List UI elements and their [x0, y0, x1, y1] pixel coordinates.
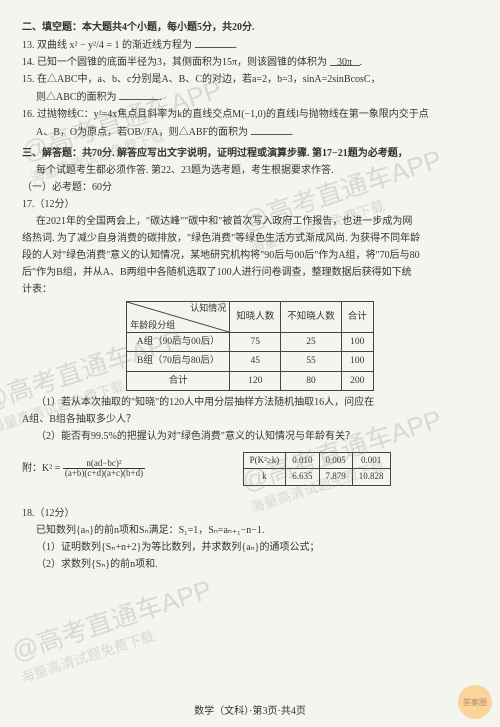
- q14: 14. 已知一个圆锥的底面半径为3，其侧面积为15π，则该圆锥的体积为 30π.: [22, 55, 478, 70]
- cell: 200: [341, 371, 373, 390]
- watermark: @高考直通车APP 海量高清试题免费下载: [6, 569, 222, 688]
- q17-p5: 计表：: [22, 282, 478, 297]
- section-3-sub1: （一）必考题：60分: [22, 180, 478, 195]
- th-total: 合计: [341, 302, 373, 333]
- cell: 80: [281, 371, 342, 390]
- cell: 75: [230, 333, 281, 352]
- critical-value-table: P(K²≥k) 0.010 0.005 0.001 k 6.635 7.879 …: [243, 452, 391, 486]
- q15a: 15. 在△ABC中，a、b、c分别是A、B、C的对边，若a=2，b=3，sin…: [22, 72, 478, 87]
- q15b: 则△ABC的面积为 .: [36, 89, 478, 105]
- blank-13: [195, 37, 235, 48]
- cv-r3: 10.828: [352, 469, 390, 486]
- q15b-text: 则△ABC的面积为: [36, 92, 117, 103]
- q18-title: 18.（12分）: [22, 506, 478, 521]
- table-row: A组（90后与00后） 75 25 100: [127, 333, 374, 352]
- k2-fraction: n(ad−bc)² (a+b)(c+d)(a+c)(b+d): [63, 459, 145, 478]
- cv-r0: k: [243, 469, 286, 486]
- cv-h3: 0.001: [352, 452, 390, 469]
- table-row: B组（70后与80后） 45 55 100: [127, 352, 374, 371]
- q17-p1: 在2021年的全国两会上，"碳达峰""碳中和"被首次写入政府工作报告，也进一步成…: [36, 214, 478, 229]
- q17-p3: 段的人对"绿色消费"意义的认知情况，某地研究机构将"90后与00后"作为A组，将…: [22, 248, 478, 263]
- q18-p2: （1）证明数列{Sₙ+n+2}为等比数列，并求数列{aₙ}的通项公式；: [36, 540, 478, 555]
- cv-h2: 0.005: [319, 452, 352, 469]
- q17-q1a: （1）若从本次抽取的"知晓"的120人中用分层抽样方法随机抽取16人，问应在: [36, 395, 478, 410]
- cell: 合计: [127, 371, 230, 390]
- cv-h0: P(K²≥k): [243, 452, 286, 469]
- formula-prefix: 附：K² =: [22, 463, 60, 474]
- survey-table: 认知情况 年龄段分组 知晓人数 不知晓人数 合计 A组（90后与00后） 75 …: [126, 301, 374, 391]
- q17-title: 17.（12分）: [22, 197, 478, 212]
- blank-14: 30π: [330, 55, 360, 66]
- diag-header-cell: 认知情况 年龄段分组: [127, 302, 230, 333]
- q16b-text: A、B，O为原点，若OB//FA，则△ABF的面积为: [36, 127, 248, 138]
- cv-r1: 6.635: [286, 469, 319, 486]
- formula-label: 附：K² = n(ad−bc)² (a+b)(c+d)(a+c)(b+d): [22, 459, 145, 478]
- q18-p3: （2）求数列{Sₙ}的前n项和.: [36, 557, 478, 572]
- q16b: A、B，O为原点，若OB//FA，则△ABF的面积为 .: [36, 124, 478, 140]
- section-2-title: 二、填空题：本大题共4个小题，每小题5分，共20分.: [22, 20, 478, 35]
- th-known: 知晓人数: [230, 302, 281, 333]
- q17-q1b: A组、B组各抽取多少人？: [22, 412, 478, 427]
- q16a: 16. 过抛物线C：y²=4x焦点且斜率为k的直线交点M(−1,0)的直线l与抛…: [22, 107, 478, 122]
- wm-main: @高考直通车APP: [8, 574, 215, 667]
- blank-16: [251, 124, 291, 135]
- wm-sub: 海量高清试题免费下载: [18, 604, 222, 687]
- cell: A组（90后与00后）: [127, 333, 230, 352]
- diag-top: 认知情况: [190, 302, 226, 316]
- cell: 55: [281, 352, 342, 371]
- q18-p1: 已知数列{aₙ}的前n项和Sₙ满足：S₁=1，Sₙ=aₙ₊₁−n−1.: [36, 523, 478, 538]
- answer-stamp: 答案圈: [458, 685, 492, 719]
- q14-text: 14. 已知一个圆锥的底面半径为3，其侧面积为15π，则该圆锥的体积为: [22, 57, 327, 68]
- cell: 100: [341, 333, 373, 352]
- q17-p4: 后"作为B组，并从A、B两组中各随机选取了100人进行问卷调查，整理数据后获得如…: [22, 265, 478, 280]
- cv-h1: 0.010: [286, 452, 319, 469]
- frac-den: (a+b)(c+d)(a+c)(b+d): [63, 469, 145, 478]
- table-row: 合计 120 80 200: [127, 371, 374, 390]
- formula-row: 附：K² = n(ad−bc)² (a+b)(c+d)(a+c)(b+d) P(…: [22, 448, 478, 490]
- cv-r2: 7.879: [319, 469, 352, 486]
- th-unknown: 不知晓人数: [281, 302, 342, 333]
- q13-text: 13. 双曲线 x² − y²/4 = 1 的渐近线方程为: [22, 40, 192, 51]
- section-3-title: 三、解答题：共70分. 解答应写出文字说明，证明过程或演算步骤. 第17−21题…: [22, 146, 478, 161]
- page-footer: 数学（文科）·第3页·共4页: [0, 702, 500, 717]
- q13: 13. 双曲线 x² − y²/4 = 1 的渐近线方程为 .: [22, 37, 478, 53]
- cell: 25: [281, 333, 342, 352]
- cell: 45: [230, 352, 281, 371]
- cell: 100: [341, 352, 373, 371]
- q17-p2: 络热词. 为了减少自身消费的碳排放，"绿色消费"等绿色生活方式渐成风尚. 为获得…: [22, 231, 478, 246]
- section-3-title2: 每个试题考生都必须作答. 第22、23题为选考题，考生根据要求作答.: [36, 163, 478, 178]
- diag-bot: 年龄段分组: [130, 319, 175, 333]
- cell: 120: [230, 371, 281, 390]
- exam-page: 二、填空题：本大题共4个小题，每小题5分，共20分. 13. 双曲线 x² − …: [0, 0, 500, 584]
- q17-q2: （2）能否有99.5%的把握认为对"绿色消费"意义的认知情况与年龄有关？: [36, 429, 478, 444]
- cell: B组（70后与80后）: [127, 352, 230, 371]
- blank-15: [119, 89, 159, 100]
